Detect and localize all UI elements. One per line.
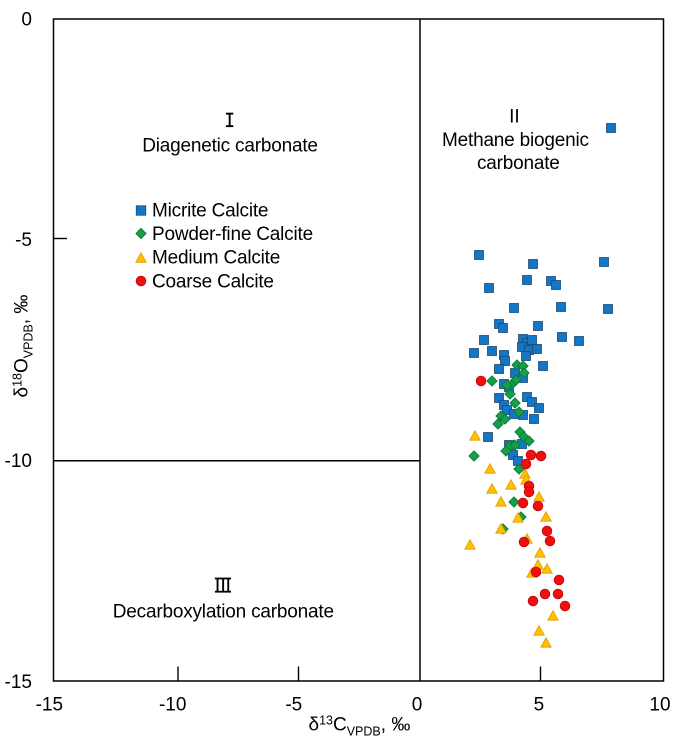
- svg-text:5: 5: [534, 695, 545, 716]
- svg-text:II: II: [509, 107, 520, 128]
- svg-text:10: 10: [649, 695, 670, 716]
- svg-text:Coarse Calcite: Coarse Calcite: [152, 271, 274, 292]
- svg-text:-5: -5: [15, 230, 32, 251]
- svg-text:0: 0: [412, 695, 423, 716]
- svg-text:carbonate: carbonate: [477, 153, 560, 174]
- svg-text:Medium Calcite: Medium Calcite: [152, 248, 280, 269]
- svg-text:-10: -10: [159, 695, 186, 716]
- svg-text:Powder-fine Calcite: Powder-fine Calcite: [152, 224, 313, 245]
- svg-text:0: 0: [21, 10, 32, 31]
- svg-text:Micrite Calcite: Micrite Calcite: [152, 200, 268, 221]
- svg-text:Decarboxylation carbonate: Decarboxylation carbonate: [113, 602, 334, 623]
- svg-text:-15: -15: [5, 672, 32, 693]
- svg-text:Diagenetic carbonate: Diagenetic carbonate: [142, 136, 318, 157]
- svg-text:-15: -15: [36, 695, 63, 716]
- svg-text:δ13CVPDB, ‰: δ13CVPDB, ‰: [309, 714, 411, 738]
- svg-text:Methane biogenic: Methane biogenic: [442, 130, 589, 151]
- svg-text:δ18OVPDB, ‰: δ18OVPDB, ‰: [11, 295, 36, 398]
- svg-text:-5: -5: [285, 695, 302, 716]
- svg-text:-10: -10: [5, 451, 32, 472]
